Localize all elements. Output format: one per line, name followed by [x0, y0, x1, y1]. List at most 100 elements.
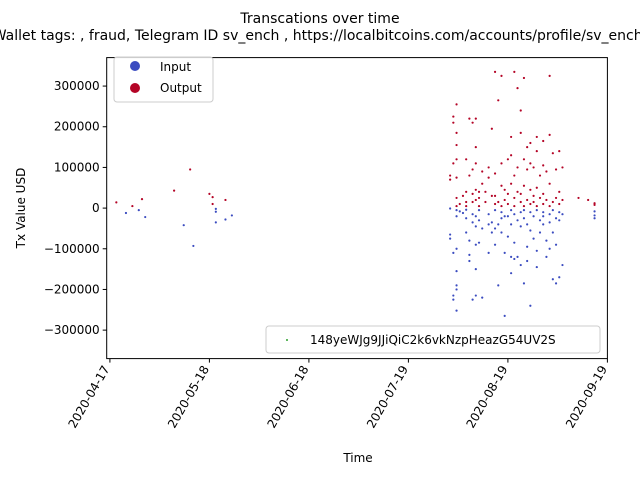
data-point-output [532, 194, 535, 197]
data-point-output [455, 176, 458, 179]
data-point-input [548, 221, 551, 224]
data-point-output [542, 192, 545, 195]
data-point-output [516, 87, 519, 90]
data-point-output [500, 204, 503, 208]
data-point-input [500, 231, 503, 234]
data-point-input [465, 231, 468, 234]
data-point-output [516, 166, 519, 169]
data-point-output [532, 166, 535, 169]
data-point-output [587, 198, 590, 202]
data-point-output [224, 198, 227, 202]
data-point-output [490, 194, 493, 197]
legend-address-label: 148yeWJg9JJiQiC2k6vkNzpHeazG54UV2S [310, 333, 556, 347]
data-point-output [551, 152, 554, 155]
data-point-input [503, 314, 506, 317]
data-point-input [554, 282, 558, 285]
data-point-output [558, 150, 561, 153]
data-point-output [535, 135, 538, 139]
data-point-input [516, 255, 519, 259]
data-point-output [455, 204, 458, 208]
data-point-input [542, 215, 545, 218]
data-point-output [474, 145, 477, 149]
data-point-output [577, 196, 580, 200]
data-point-output [452, 115, 455, 118]
data-point-input [529, 304, 532, 307]
data-point-output [500, 162, 503, 165]
data-point-input [593, 210, 596, 213]
data-point-input [493, 243, 497, 246]
data-point-input [474, 225, 477, 228]
data-point-input [593, 214, 596, 217]
data-point-output [474, 188, 477, 191]
data-point-input [481, 227, 484, 230]
data-point-output [481, 182, 484, 185]
data-point-output [522, 76, 526, 80]
data-point-input [551, 231, 554, 234]
data-point-output [471, 168, 474, 171]
data-point-input [449, 237, 452, 240]
data-point-input [477, 209, 481, 212]
legend-series: Input Output [113, 56, 214, 103]
x-axis-label: Time [342, 451, 372, 465]
data-point-input [144, 215, 147, 219]
data-point-output [551, 200, 554, 204]
data-point-output [529, 141, 532, 145]
data-point-input [452, 251, 455, 254]
data-point-input [497, 223, 500, 226]
data-point-input [224, 218, 227, 221]
y-tick-label: 100000 [54, 160, 100, 174]
data-point-input [506, 215, 509, 218]
data-point-input [137, 209, 140, 212]
data-point-output [510, 182, 513, 185]
data-point-input [468, 239, 471, 242]
data-point-output [140, 198, 144, 201]
data-point-input [493, 209, 497, 212]
data-point-input [452, 294, 455, 297]
data-point-input [455, 284, 458, 287]
data-point-input [535, 209, 538, 212]
data-point-input [214, 210, 217, 213]
y-tick-label: 300000 [54, 79, 100, 93]
data-point-input [522, 282, 526, 285]
data-point-output [506, 158, 509, 161]
data-point-input [500, 211, 503, 214]
data-point-input [449, 207, 452, 210]
data-point-input [461, 211, 465, 215]
data-points [115, 70, 596, 317]
data-point-input [471, 298, 474, 301]
data-point-output [522, 204, 526, 208]
data-point-input [551, 278, 554, 281]
data-point-output [465, 200, 468, 204]
data-point-output [548, 133, 551, 136]
data-point-input [500, 217, 503, 220]
data-point-output [487, 166, 490, 169]
data-point-input [526, 245, 529, 248]
data-point-output [529, 188, 532, 191]
data-point-output [542, 202, 545, 206]
data-point-input [526, 223, 529, 226]
data-point-output [503, 198, 506, 202]
data-point-output [548, 74, 551, 77]
data-point-output [554, 196, 558, 200]
chart-title: Transcations over time [239, 11, 399, 27]
data-point-input [532, 215, 535, 218]
data-point-output [538, 196, 542, 200]
data-point-output [471, 121, 474, 124]
data-point-output [529, 202, 532, 206]
data-point-input [551, 209, 554, 212]
data-point-input [455, 247, 458, 250]
data-point-input [510, 255, 513, 259]
data-point-output [535, 186, 538, 189]
data-point-input [493, 227, 497, 230]
data-point-output [455, 131, 458, 134]
data-point-output [510, 154, 513, 157]
data-point-input [545, 255, 548, 259]
data-point-input [230, 214, 233, 217]
data-point-output [548, 204, 551, 208]
data-point-output [474, 162, 477, 165]
data-point-input [474, 243, 477, 246]
data-point-output [455, 143, 458, 147]
data-point-output [477, 204, 481, 208]
data-point-input [474, 268, 477, 271]
